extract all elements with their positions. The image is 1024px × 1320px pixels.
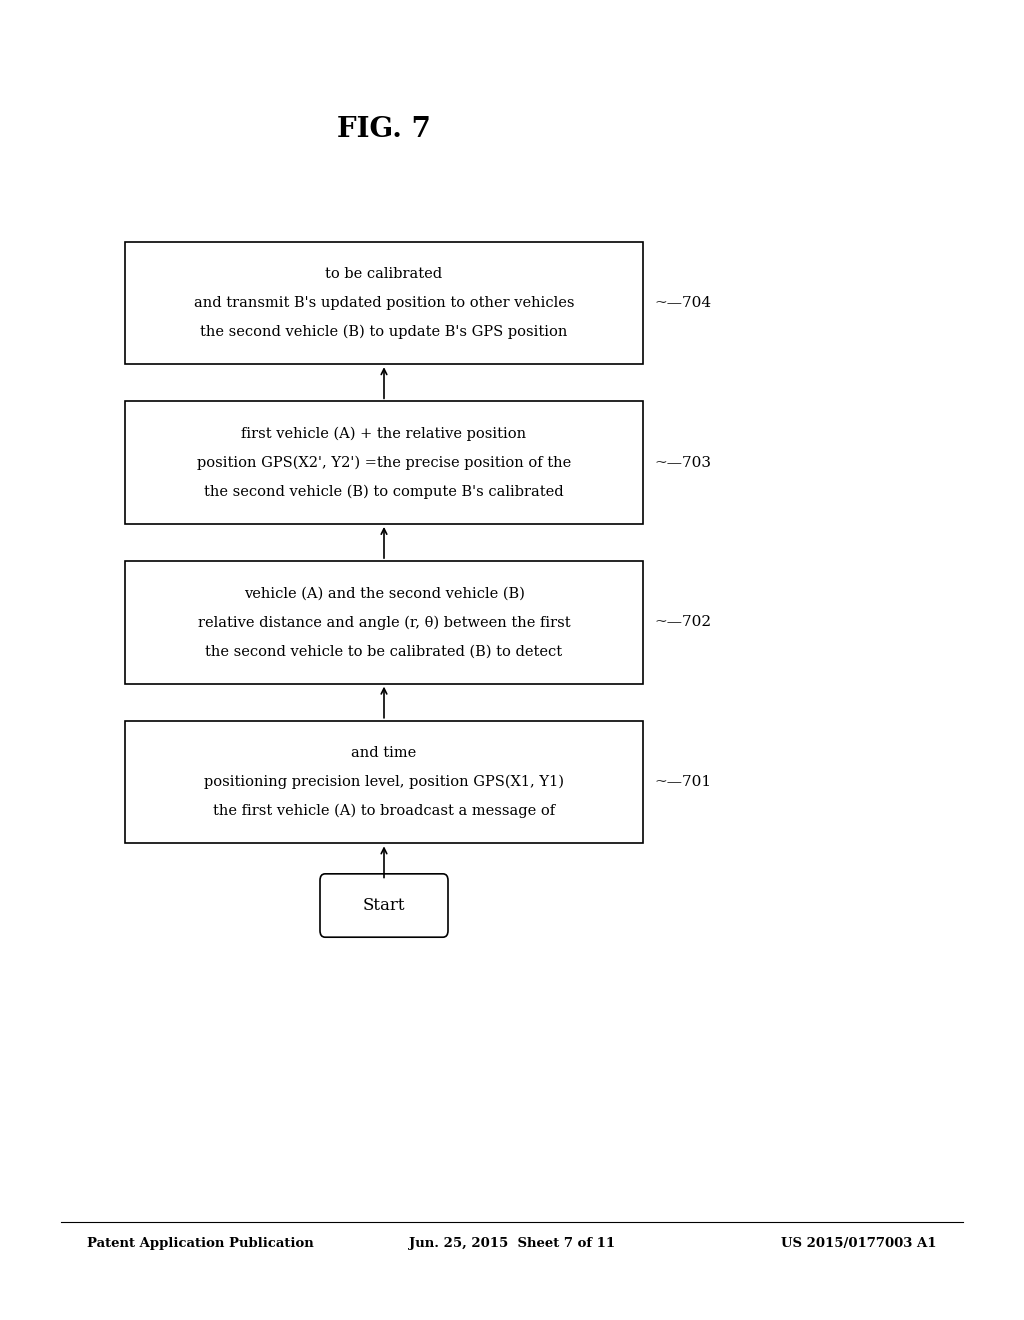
Text: vehicle (A) and the second vehicle (B): vehicle (A) and the second vehicle (B) xyxy=(244,586,524,601)
Text: Start: Start xyxy=(362,898,406,913)
Bar xyxy=(125,561,643,684)
Bar xyxy=(125,242,643,364)
Text: relative distance and angle (r, θ) between the first: relative distance and angle (r, θ) betwe… xyxy=(198,615,570,630)
Text: the second vehicle to be calibrated (B) to detect: the second vehicle to be calibrated (B) … xyxy=(206,644,562,659)
Text: the second vehicle (B) to compute B's calibrated: the second vehicle (B) to compute B's ca… xyxy=(204,484,564,499)
Text: to be calibrated: to be calibrated xyxy=(326,267,442,281)
Text: Jun. 25, 2015  Sheet 7 of 11: Jun. 25, 2015 Sheet 7 of 11 xyxy=(409,1237,615,1250)
Text: ~—702: ~—702 xyxy=(655,615,712,630)
Text: Patent Application Publication: Patent Application Publication xyxy=(87,1237,313,1250)
Text: the first vehicle (A) to broadcast a message of: the first vehicle (A) to broadcast a mes… xyxy=(213,804,555,818)
Text: ~—703: ~—703 xyxy=(655,455,712,470)
Text: ~—701: ~—701 xyxy=(655,775,712,789)
Text: US 2015/0177003 A1: US 2015/0177003 A1 xyxy=(781,1237,937,1250)
Text: FIG. 7: FIG. 7 xyxy=(337,116,431,143)
Bar xyxy=(125,721,643,843)
Text: first vehicle (A) + the relative position: first vehicle (A) + the relative positio… xyxy=(242,426,526,441)
Text: and transmit B's updated position to other vehicles: and transmit B's updated position to oth… xyxy=(194,296,574,310)
Bar xyxy=(125,401,643,524)
Text: position GPS(X2', Y2') =the precise position of the: position GPS(X2', Y2') =the precise posi… xyxy=(197,455,571,470)
Text: positioning precision level, position GPS(X1, Y1): positioning precision level, position GP… xyxy=(204,775,564,789)
Text: and time: and time xyxy=(351,746,417,760)
Text: the second vehicle (B) to update B's GPS position: the second vehicle (B) to update B's GPS… xyxy=(201,325,567,339)
FancyBboxPatch shape xyxy=(319,874,449,937)
Text: ~—704: ~—704 xyxy=(655,296,712,310)
